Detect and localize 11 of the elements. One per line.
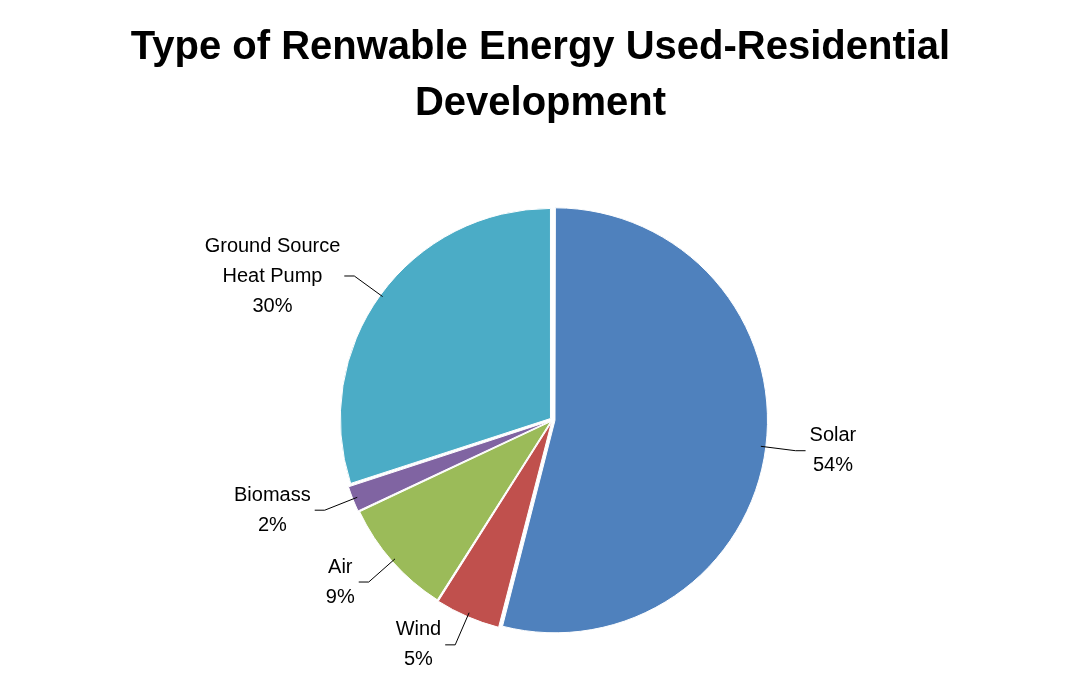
data-label: 9%: [325, 584, 355, 607]
data-label: 5%: [403, 647, 434, 670]
slice-label: Solar: [809, 423, 857, 446]
slice-label: Wind: [395, 617, 442, 640]
slice-label: Biomass: [234, 482, 311, 505]
slice-label: Ground Source Heat Pump: [204, 233, 341, 286]
chart-title: Type of Renwable Energy Used-Residential Development: [129, 22, 952, 125]
slice-label: Air: [328, 554, 353, 577]
data-label: 30%: [252, 293, 293, 316]
data-label: 54%: [812, 453, 854, 476]
data-label: 2%: [257, 512, 288, 535]
